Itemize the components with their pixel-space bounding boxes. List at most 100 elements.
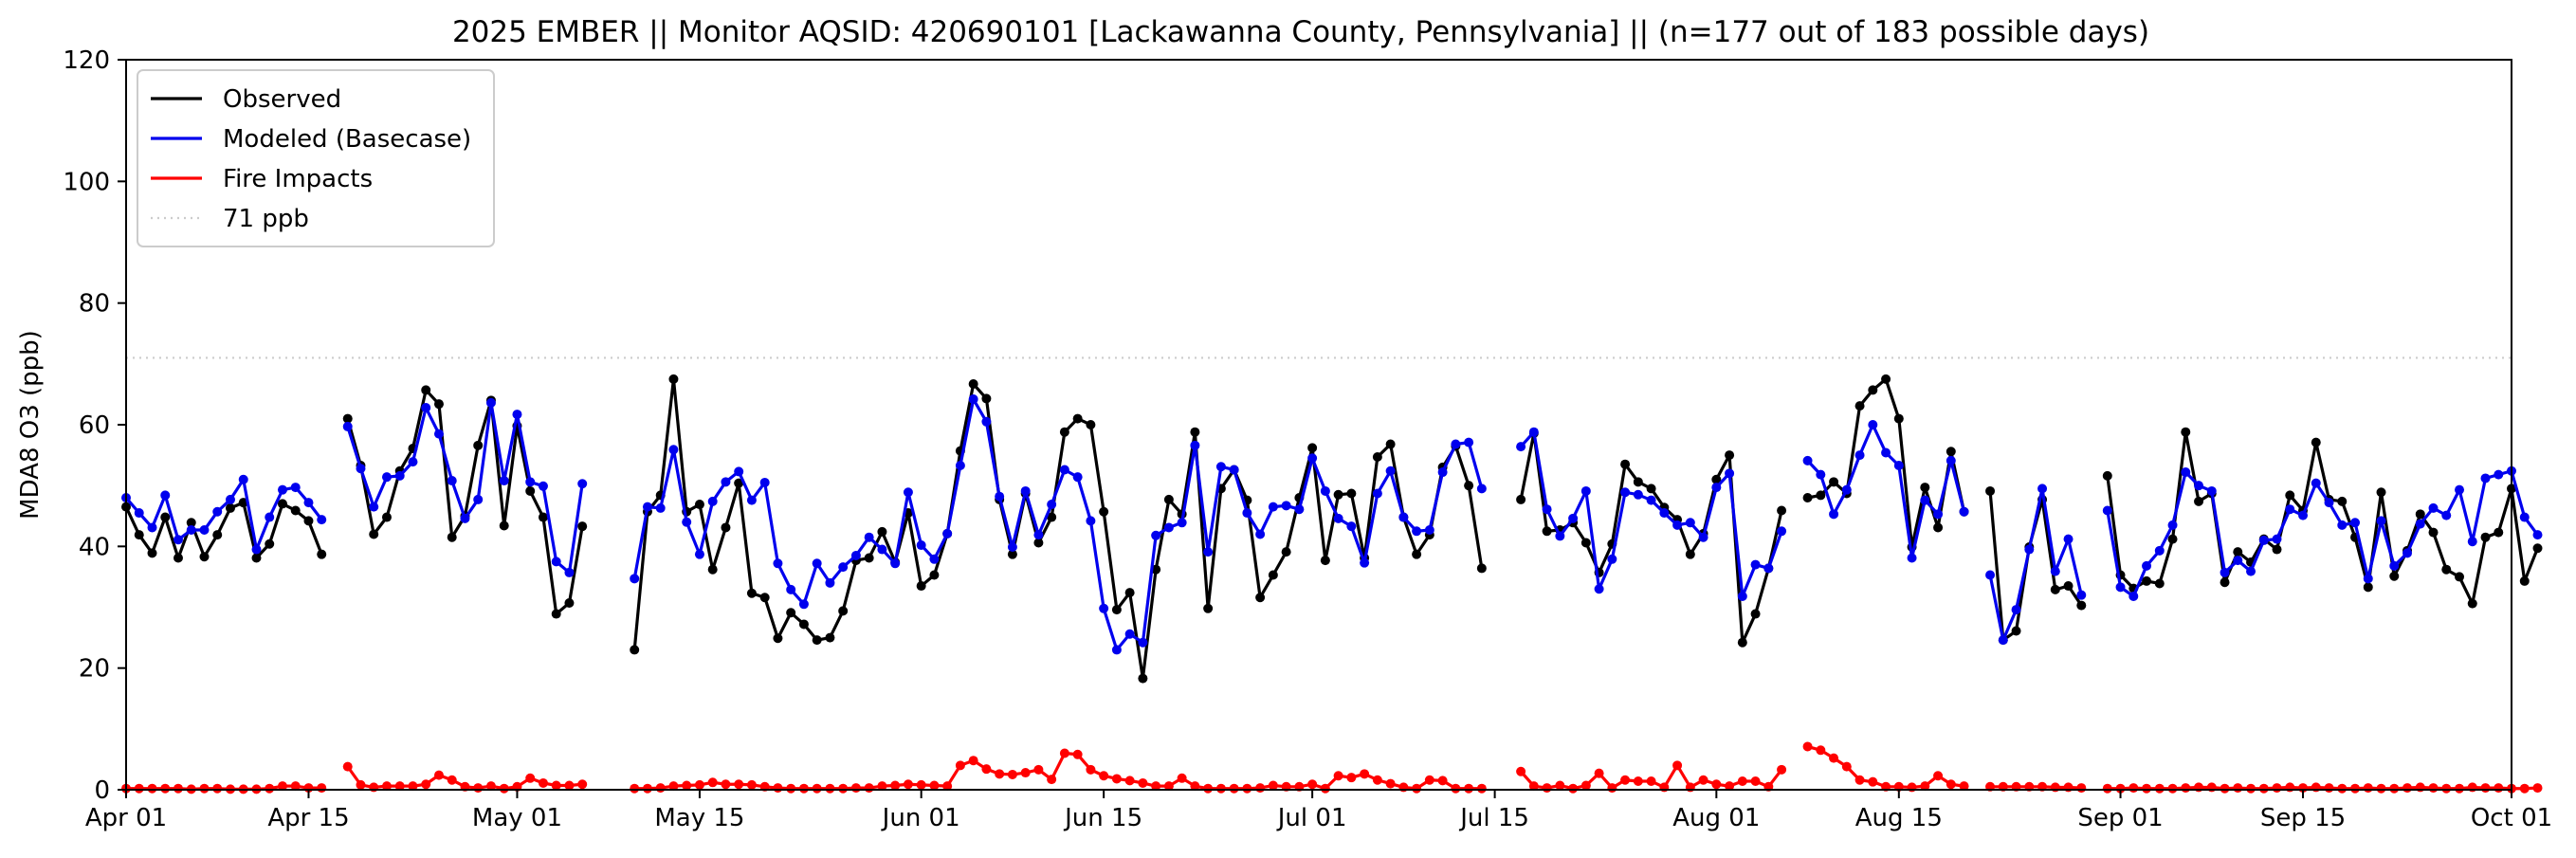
data-point-observed [786, 608, 796, 618]
data-point-observed [812, 635, 822, 646]
data-point-modeled-basecase [1580, 485, 1591, 496]
data-point-fire-impacts [2519, 783, 2530, 794]
plot-area [121, 356, 2543, 794]
data-point-modeled-basecase [369, 502, 379, 512]
data-point-observed [1542, 526, 1552, 537]
data-point-modeled-basecase [2142, 560, 2152, 571]
data-point-fire-impacts [981, 764, 992, 775]
data-point-fire-impacts [1528, 781, 1539, 792]
data-point-observed [303, 516, 314, 526]
data-point-modeled-basecase [2037, 484, 2048, 494]
data-point-fire-impacts [538, 777, 548, 788]
data-point-fire-impacts [1346, 773, 1357, 783]
data-point-modeled-basecase [473, 494, 484, 504]
data-point-fire-impacts [2480, 783, 2491, 794]
data-point-modeled-basecase [173, 535, 183, 545]
data-point-modeled-basecase [850, 550, 861, 560]
data-point-modeled-basecase [160, 490, 171, 501]
data-point-modeled-basecase [421, 403, 431, 413]
data-point-fire-impacts [2532, 783, 2543, 794]
data-point-modeled-basecase [1594, 584, 1604, 594]
data-point-fire-impacts [1190, 781, 1200, 792]
data-point-modeled-basecase [2115, 582, 2126, 593]
data-point-observed [1829, 477, 1839, 487]
data-point-modeled-basecase [2494, 469, 2504, 480]
data-point-fire-impacts [786, 783, 796, 794]
data-point-modeled-basecase [2389, 560, 2400, 571]
data-point-fire-impacts [577, 779, 588, 790]
data-point-fire-impacts [173, 783, 183, 794]
data-point-observed [1268, 570, 1278, 580]
data-point-fire-impacts [1580, 780, 1591, 791]
data-point-observed [564, 598, 575, 609]
data-point-fire-impacts [1151, 781, 1161, 792]
data-point-observed [199, 552, 210, 562]
data-point-fire-impacts [1163, 781, 1174, 792]
data-point-observed [734, 478, 744, 488]
data-point-fire-impacts [1412, 783, 1422, 794]
data-point-fire-impacts [1464, 783, 1474, 794]
data-point-modeled-basecase [317, 515, 327, 525]
y-tick-label: 20 [79, 655, 110, 684]
x-tick-label: Apr 01 [85, 804, 167, 832]
data-point-fire-impacts [2376, 783, 2386, 794]
data-point-modeled-basecase [2246, 566, 2256, 576]
data-point-modeled-basecase [2337, 520, 2348, 530]
data-point-fire-impacts [707, 777, 718, 788]
data-point-fire-impacts [916, 779, 926, 790]
legend: Observed Modeled (Basecase) Fire Impacts 71… [137, 69, 495, 247]
data-point-modeled-basecase [2206, 485, 2217, 496]
data-point-fire-impacts [1802, 741, 1813, 752]
data-point-modeled-basecase [1020, 485, 1031, 496]
data-point-fire-impacts [525, 773, 536, 783]
data-point-fire-impacts [1047, 775, 1057, 785]
data-point-modeled-basecase [1985, 570, 1996, 580]
data-point-fire-impacts [2324, 783, 2334, 794]
data-point-modeled-basecase [1437, 467, 1448, 478]
data-point-modeled-basecase [1568, 513, 1579, 523]
data-point-fire-impacts [1451, 783, 1461, 794]
data-point-observed [1685, 549, 1695, 559]
data-point-modeled-basecase [1203, 547, 1214, 557]
legend-label-observed: Observed [223, 85, 341, 114]
data-point-modeled-basecase [1920, 495, 1930, 505]
data-point-modeled-basecase [1516, 442, 1526, 452]
x-tick-label: Aug 15 [1855, 804, 1943, 832]
data-point-observed [1854, 401, 1865, 411]
data-point-observed [2519, 575, 2530, 586]
data-point-modeled-basecase [551, 557, 561, 567]
data-point-fire-impacts [1320, 783, 1330, 794]
data-point-observed [1086, 420, 1096, 429]
data-point-fire-impacts [694, 779, 704, 790]
data-point-observed [1372, 452, 1382, 463]
data-point-modeled-basecase [1294, 504, 1305, 515]
data-point-fire-impacts [1333, 771, 1343, 781]
data-point-fire-impacts [1086, 764, 1096, 775]
data-point-fire-impacts [421, 779, 431, 790]
data-point-modeled-basecase [2376, 516, 2386, 526]
data-point-modeled-basecase [1307, 453, 1318, 464]
data-point-observed [773, 633, 783, 644]
data-point-observed [721, 522, 731, 533]
data-point-modeled-basecase [1907, 553, 1917, 563]
data-point-observed [1920, 483, 1930, 493]
data-point-fire-impacts [1307, 779, 1318, 790]
data-point-observed [2167, 534, 2178, 544]
data-point-modeled-basecase [2258, 535, 2269, 545]
data-point-fire-impacts [1099, 771, 1109, 781]
data-point-observed [473, 440, 484, 450]
legend-label-fire-impacts: Fire Impacts [223, 165, 373, 193]
data-point-observed [173, 553, 183, 563]
data-point-modeled-basecase [1711, 483, 1722, 493]
data-point-modeled-basecase [186, 525, 196, 536]
data-point-fire-impacts [630, 783, 640, 794]
legend-label-reference-71ppb: 71 ppb [223, 205, 309, 233]
data-point-observed [2220, 577, 2230, 588]
data-point-observed [1633, 477, 1643, 487]
data-point-observed [1033, 538, 1044, 548]
data-point-fire-impacts [2258, 783, 2269, 794]
data-point-observed [929, 570, 940, 580]
data-point-fire-impacts [1672, 760, 1683, 771]
data-point-observed [342, 413, 353, 424]
data-point-modeled-basecase [1072, 472, 1083, 483]
